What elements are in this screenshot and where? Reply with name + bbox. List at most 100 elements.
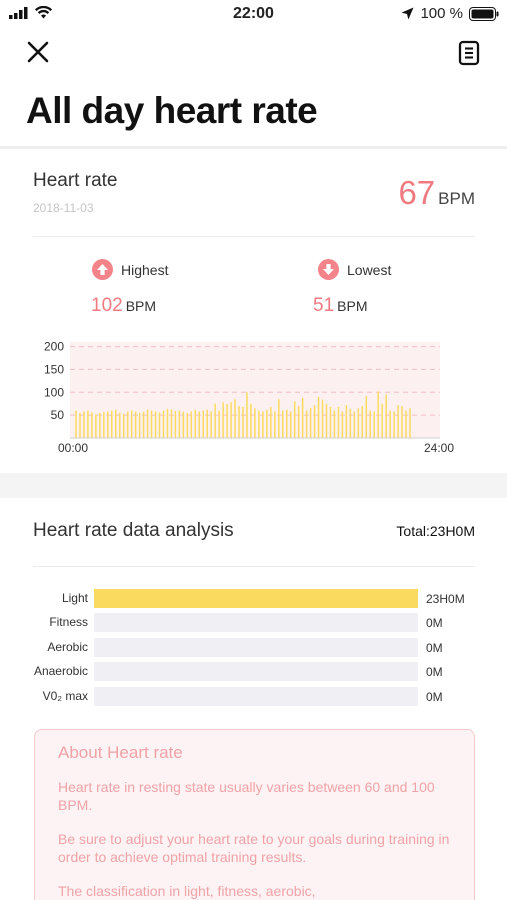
chart-bar [293,401,296,438]
zone-track [94,638,418,657]
current-heart-rate-unit: BPM [438,189,475,208]
x-tick-label: 00:00 [58,441,88,455]
chart-bar [83,411,85,438]
chart-bar [150,410,153,438]
chart-bar [115,409,117,438]
chart-bar [242,406,244,438]
chart-bar [321,399,324,438]
zone-fill [94,589,418,608]
chart-bar [250,403,252,438]
chart-bar [87,410,89,438]
chart-bar [353,411,356,438]
zone-track [94,662,418,681]
chart-bar [365,395,368,438]
chart-bar [202,410,204,438]
zone-track [94,589,418,608]
chart-bar [174,411,177,438]
x-tick-label: 24:00 [424,441,454,455]
heart-rate-date: 2018-11-03 [33,201,94,215]
chart-bar [95,414,97,438]
chart-bar [162,410,165,438]
status-time: 22:00 [233,5,274,22]
lowest-stat: Lowest [318,259,391,280]
chart-bar [266,409,268,438]
analysis-divider [33,566,475,567]
lowest-unit: BPM [337,298,368,314]
zone-row: Aerobic 0M [28,638,476,657]
arrow-down-icon [318,259,339,280]
chart-bar [122,413,125,438]
chart-bar [409,408,411,438]
chart-bar [186,412,189,438]
analysis-total: Total:23H0M [396,523,475,539]
chart-bar [270,406,272,438]
chart-bar [142,411,145,438]
chart-bar [126,411,129,438]
chart-bar [361,406,364,438]
chart-bar [226,404,228,438]
chart-bar [230,402,232,438]
chart-bar [206,409,208,438]
chart-bar [138,412,141,438]
chart-bar [170,409,173,438]
chart-bar [385,394,387,438]
chart-bar [118,412,121,438]
chart-bar [301,397,304,438]
chart-bar [297,406,300,438]
zone-name: V0₂ max [42,689,88,703]
chart-bar [75,410,77,438]
chart-bar [325,403,328,438]
about-title: About Heart rate [58,743,183,762]
chart-bar [377,391,379,438]
zone-track [94,613,418,632]
chart-bar [305,410,308,438]
zone-time: 23H0M [426,592,465,606]
about-paragraph-1: Heart rate in resting state usually vari… [58,779,435,813]
status-bar: 22:00 100 % [0,0,507,28]
chart-bar [134,411,137,438]
chart-bar [146,409,149,438]
battery-text: 100 % [420,5,463,22]
chart-bar [154,411,157,438]
about-paragraph-2: Be sure to adjust your heart rate to you… [58,831,450,865]
chart-bar [99,412,101,438]
battery-icon [469,6,499,21]
y-tick-label: 100 [44,385,64,399]
heart-rate-label: Heart rate [33,170,118,191]
chart-bar [349,408,352,438]
section-gap [0,473,507,498]
chart-bar [274,411,276,438]
chart-bar [214,403,216,438]
zone-name: Aerobic [47,640,88,654]
status-left [9,6,52,19]
chart-bar [309,407,312,438]
y-tick-label: 50 [51,408,65,422]
chart-bar [381,403,383,438]
chart-bar [393,411,395,438]
zone-track [94,687,418,706]
chart-bar [234,399,236,438]
chart-bar [222,402,224,438]
about-paragraph-3: The classification in light, fitness, ae… [58,883,316,899]
close-icon[interactable] [26,40,50,64]
chart-bar [79,412,81,438]
arrow-up-icon [92,259,113,280]
highest-value: 102 [91,295,123,316]
status-right: 100 % [401,5,499,22]
chart-bar [285,409,288,438]
about-heart-rate-card: About Heart rate Heart rate in resting s… [34,729,475,900]
chart-bar [198,411,201,438]
chart-bar [258,410,260,438]
zone-time: 0M [426,665,443,679]
card-divider [33,236,475,237]
highest-unit: BPM [125,298,157,314]
zone-name: Fitness [49,615,88,629]
chart-bar [158,412,161,438]
chart-bar [178,410,181,438]
chart-bar [111,410,113,438]
document-icon[interactable] [457,40,481,66]
chart-bar [389,410,391,438]
chart-bar [397,405,399,438]
chart-bar [130,410,133,438]
analysis-title: Heart rate data analysis [33,520,234,541]
